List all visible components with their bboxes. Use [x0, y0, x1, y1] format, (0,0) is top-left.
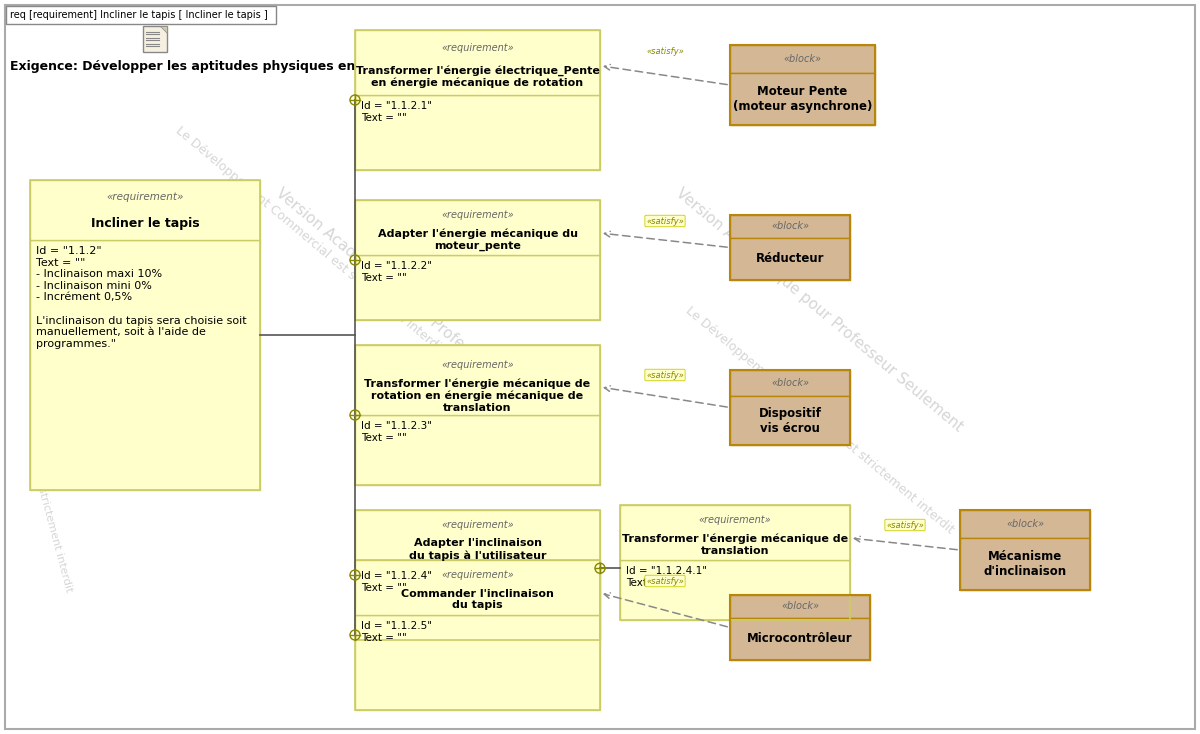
Bar — [730, 396, 850, 445]
Polygon shape — [160, 26, 167, 33]
Text: strictement interdit: strictement interdit — [36, 487, 74, 594]
Bar — [730, 215, 850, 280]
Text: «requirement»: «requirement» — [442, 360, 514, 370]
Text: «satisfy»: «satisfy» — [646, 47, 684, 57]
Bar — [30, 180, 260, 490]
Text: Exigence: Développer les aptitudes physiques en course à pied: Exigence: Développer les aptitudes physi… — [10, 60, 454, 73]
Text: «requirement»: «requirement» — [107, 192, 184, 202]
Text: Transformer l'énergie électrique_Pente
en énergie mécanique de rotation: Transformer l'énergie électrique_Pente e… — [355, 65, 600, 88]
Bar — [730, 370, 850, 396]
Bar — [960, 510, 1090, 538]
Bar — [730, 238, 850, 280]
Bar — [730, 45, 875, 73]
Text: «requirement»: «requirement» — [442, 43, 514, 53]
Text: «satisfy»: «satisfy» — [646, 576, 684, 586]
Bar — [355, 560, 600, 615]
Text: Le Développement Commercial est strictement interdit: Le Développement Commercial est strictem… — [683, 304, 956, 536]
Text: Id = "1.1.2.3"
Text = "": Id = "1.1.2.3" Text = "" — [361, 421, 432, 443]
Text: Commander l'inclinaison
du tapis: Commander l'inclinaison du tapis — [401, 589, 554, 611]
Bar — [355, 345, 600, 415]
Bar — [355, 560, 600, 710]
Bar — [730, 595, 870, 618]
Bar — [355, 510, 600, 640]
Text: Transformer l'énergie mécanique de
translation: Transformer l'énergie mécanique de trans… — [622, 534, 848, 556]
Bar — [30, 180, 260, 240]
Text: «block»: «block» — [1006, 519, 1044, 529]
Text: «block»: «block» — [772, 378, 809, 388]
Bar — [355, 345, 600, 485]
Bar — [355, 255, 600, 320]
Bar — [355, 30, 600, 170]
Bar — [355, 200, 600, 255]
Text: «block»: «block» — [781, 601, 818, 611]
Bar — [355, 565, 600, 640]
Text: «satisfy»: «satisfy» — [646, 217, 684, 225]
Bar — [730, 595, 870, 660]
Bar — [730, 618, 870, 660]
Text: «block»: «block» — [772, 222, 809, 231]
Text: req [requirement] Incliner le tapis [ Incliner le tapis ]: req [requirement] Incliner le tapis [ In… — [10, 10, 268, 20]
Text: «requirement»: «requirement» — [442, 520, 514, 531]
Text: «satisfy»: «satisfy» — [886, 520, 924, 529]
Text: Id = "1.1.2.5"
Text = "": Id = "1.1.2.5" Text = "" — [361, 621, 432, 642]
Bar — [730, 73, 875, 125]
Text: Id = "1.1.2"
Text = ""
- Inclinaison maxi 10%
- Inclinaison mini 0%
- Incrément : Id = "1.1.2" Text = "" - Inclinaison max… — [36, 246, 247, 349]
Text: «satisfy»: «satisfy» — [646, 371, 684, 379]
Bar — [355, 200, 600, 320]
Bar — [730, 370, 850, 445]
Text: «requirement»: «requirement» — [442, 211, 514, 220]
FancyBboxPatch shape — [143, 26, 167, 52]
Text: Dispositif
vis écrou: Dispositif vis écrou — [758, 407, 822, 435]
Text: Moteur Pente
(moteur asynchrone): Moteur Pente (moteur asynchrone) — [733, 85, 872, 113]
Text: Professeur Seulement: Professeur Seulement — [35, 369, 76, 490]
Text: Adapter l'inclinaison
du tapis à l'utilisateur: Adapter l'inclinaison du tapis à l'utili… — [409, 539, 546, 561]
Text: «block»: «block» — [784, 54, 822, 64]
Bar — [6, 6, 276, 24]
Bar — [620, 505, 850, 560]
Text: Incliner le tapis: Incliner le tapis — [91, 217, 199, 230]
Bar — [355, 415, 600, 485]
Text: Réducteur: Réducteur — [756, 252, 824, 266]
Text: Id = "1.1.2.4"
Text = "": Id = "1.1.2.4" Text = "" — [361, 571, 432, 592]
Text: Id = "1.1.2.4.1"
Text = "": Id = "1.1.2.4.1" Text = "" — [626, 566, 707, 588]
Bar — [355, 30, 600, 95]
Text: Id = "1.1.2.1"
Text = "": Id = "1.1.2.1" Text = "" — [361, 101, 432, 123]
Text: Transformer l'énergie mécanique de
rotation en énergie mécanique de
translation: Transformer l'énergie mécanique de rotat… — [365, 378, 590, 413]
Text: Version Académique pour Professeur Seulement: Version Académique pour Professeur Seule… — [673, 185, 967, 435]
Bar — [355, 615, 600, 710]
Text: Mécanisme
d'inclinaison: Mécanisme d'inclinaison — [984, 550, 1067, 578]
Bar — [620, 560, 850, 620]
Text: Id = "1.1.2.2"
Text = "": Id = "1.1.2.2" Text = "" — [361, 261, 432, 283]
Text: Le Développement Commercial est strictement interdit: Le Développement Commercial est strictem… — [173, 124, 446, 356]
Bar — [355, 510, 600, 565]
Bar — [620, 505, 850, 620]
Text: Version Académique pour Professeur Seulement: Version Académique pour Professeur Seule… — [274, 185, 566, 435]
Bar — [730, 215, 850, 238]
Text: Microcontrôleur: Microcontrôleur — [748, 633, 853, 645]
Text: Adapter l'énergie mécanique du
moteur_pente: Adapter l'énergie mécanique du moteur_pe… — [378, 228, 577, 251]
Bar — [730, 45, 875, 125]
Bar — [960, 510, 1090, 590]
Text: «requirement»: «requirement» — [442, 570, 514, 581]
Bar — [355, 95, 600, 170]
Bar — [960, 538, 1090, 590]
Bar — [30, 240, 260, 490]
Text: «requirement»: «requirement» — [698, 515, 772, 526]
